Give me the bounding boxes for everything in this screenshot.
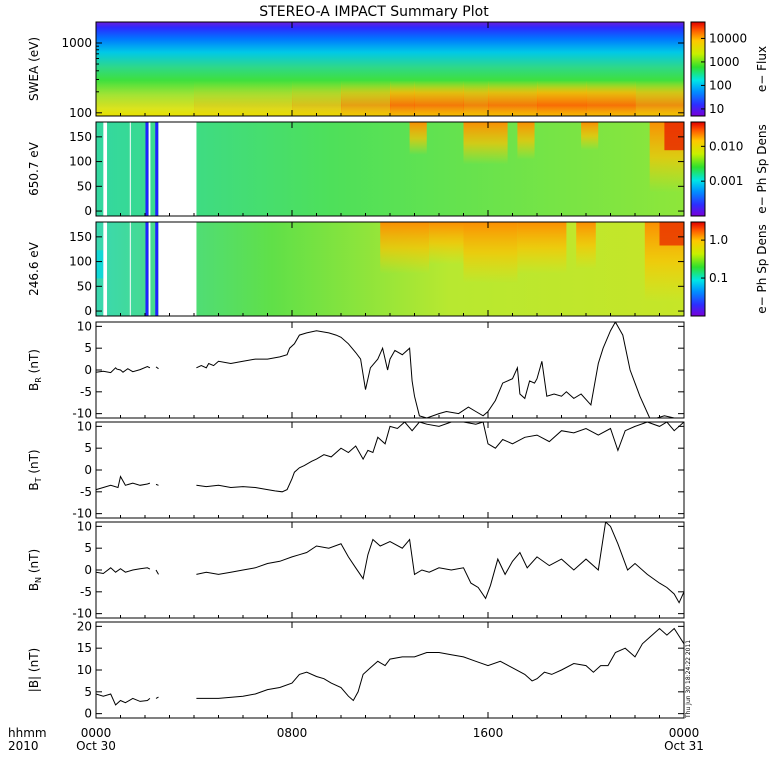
x-tick-label: 1600	[473, 726, 504, 740]
x-axis-date-label: Oct 31	[664, 739, 704, 753]
y-tick-label: 0	[84, 563, 92, 577]
y-tick-label: -5	[80, 485, 92, 499]
panel-2: 0.001 0.010 e− Ph Sp Dens 0 50 100 150 650.7 eV	[27, 121, 769, 218]
low-flux-stripe	[155, 122, 159, 216]
y-tick-label: 100	[69, 255, 92, 269]
panel-frame	[95, 521, 685, 619]
y-tick-label: 50	[77, 179, 92, 193]
colorbar-tick-label: 0.001	[709, 174, 743, 188]
y-tick-label: 0	[84, 304, 92, 318]
y-tick-label: 5	[84, 685, 92, 699]
y-tick-label: 0	[84, 204, 92, 218]
y-tick-label: -5	[80, 585, 92, 599]
series-line	[96, 422, 684, 493]
x-tick-labels: 0000 0800 1600 0000	[81, 726, 700, 740]
panel-4: 10 5 0 -5 -10 BR (nT)	[27, 319, 685, 421]
colorbar-label: e− Ph Sp Dens	[755, 124, 769, 213]
data-gap	[148, 222, 151, 316]
y-tick-label: 5	[84, 341, 92, 355]
series-line	[96, 627, 684, 706]
panel-6: 10 5 0 -5 -10 BN (nT)	[27, 519, 685, 621]
low-flux-stripe	[155, 222, 159, 316]
y-tick-label: -10	[72, 607, 92, 621]
y-tick-label: 10	[77, 319, 92, 333]
panel-3: 0.1 1.0 e− Ph Sp Dens 0 50 100 150 246.6 eV	[27, 221, 769, 318]
y-axis-label: SWEA (eV)	[27, 37, 41, 101]
y-tick-label: 15	[77, 641, 92, 655]
series-line	[96, 522, 684, 604]
panel-7: 20 15 10 5 0 |B| (nT)	[27, 619, 685, 721]
series-line	[96, 322, 684, 418]
y-tick-label: 0	[84, 707, 92, 721]
data-gap	[129, 222, 131, 316]
plot-title: STEREO-A IMPACT Summary Plot	[259, 4, 489, 20]
panel-frame	[95, 321, 685, 419]
plot-timestamp: Thu Jun 30 18:24:22 2011	[685, 640, 692, 719]
y-axis-label: 246.6 eV	[27, 241, 41, 296]
y-tick-label: 10	[77, 663, 92, 677]
y-axis-label: BN (nT)	[27, 549, 43, 591]
colorbar-tick-label: 10000	[709, 31, 747, 45]
y-tick-label: 150	[69, 130, 92, 144]
y-tick-label: 100	[69, 155, 92, 169]
low-flux-stripe	[145, 222, 149, 316]
colorbar-tick-label: 1000	[709, 55, 740, 69]
y-tick-label: 5	[84, 541, 92, 555]
colorbar	[690, 221, 706, 317]
colorbar	[690, 121, 706, 217]
data-gap	[103, 122, 108, 216]
heatmap-body	[96, 122, 684, 216]
colorbar-tick-label: 10	[709, 102, 724, 116]
y-tick-label: -5	[80, 385, 92, 399]
x-axis-corner-label: hhmm	[8, 726, 47, 740]
y-tick-label: 1000	[61, 36, 92, 50]
y-tick-label: 0	[84, 463, 92, 477]
x-tick-label: 0000	[81, 726, 112, 740]
data-gap	[129, 122, 131, 216]
y-tick-label: 50	[77, 279, 92, 293]
panel-frame	[95, 421, 685, 519]
y-tick-label: 10	[77, 419, 92, 433]
data-gap	[103, 222, 108, 316]
colorbar	[690, 21, 706, 117]
data-gap	[148, 122, 151, 216]
x-axis-date-label: Oct 30	[76, 739, 116, 753]
x-axis-corner-label: 2010	[8, 739, 39, 753]
y-tick-label: 100	[69, 106, 92, 120]
y-tick-label: 5	[84, 441, 92, 455]
colorbar-tick-label: 1.0	[709, 233, 728, 247]
y-tick-label: 20	[77, 619, 92, 633]
y-tick-label: 10	[77, 519, 92, 533]
y-axis-label: BT (nT)	[27, 449, 43, 490]
low-flux-stripe	[145, 122, 149, 216]
panel-1: 10 100 1000 10000 e− Flux 100 1000 SWEA (eV)	[27, 21, 769, 120]
data-gap	[158, 122, 197, 216]
x-tick-label: 0000	[669, 726, 700, 740]
y-tick-label: -10	[72, 407, 92, 421]
data-gap	[158, 222, 197, 316]
y-axis-label: BR (nT)	[27, 349, 43, 391]
colorbar-tick-label: 0.010	[709, 139, 743, 153]
x-axis: hhmm 2010 0000 0800 1600 0000 Oct 30 Oct 31	[8, 726, 704, 753]
y-tick-label: -10	[72, 507, 92, 521]
y-axis-label: 650.7 eV	[27, 141, 41, 196]
colorbar-label: e− Flux	[755, 46, 769, 92]
y-axis-label: |B| (nT)	[27, 648, 41, 692]
colorbar-label: e− Ph Sp Dens	[755, 224, 769, 313]
heatmap-body	[96, 222, 684, 316]
heatmap-body	[96, 22, 684, 116]
panel-5: 10 5 0 -5 -10 BT (nT)	[27, 419, 685, 521]
colorbar-tick-label: 100	[709, 78, 732, 92]
colorbar-tick-label: 0.1	[709, 271, 728, 285]
y-tick-label: 150	[69, 230, 92, 244]
x-tick-label: 0800	[277, 726, 308, 740]
y-tick-label: 0	[84, 363, 92, 377]
